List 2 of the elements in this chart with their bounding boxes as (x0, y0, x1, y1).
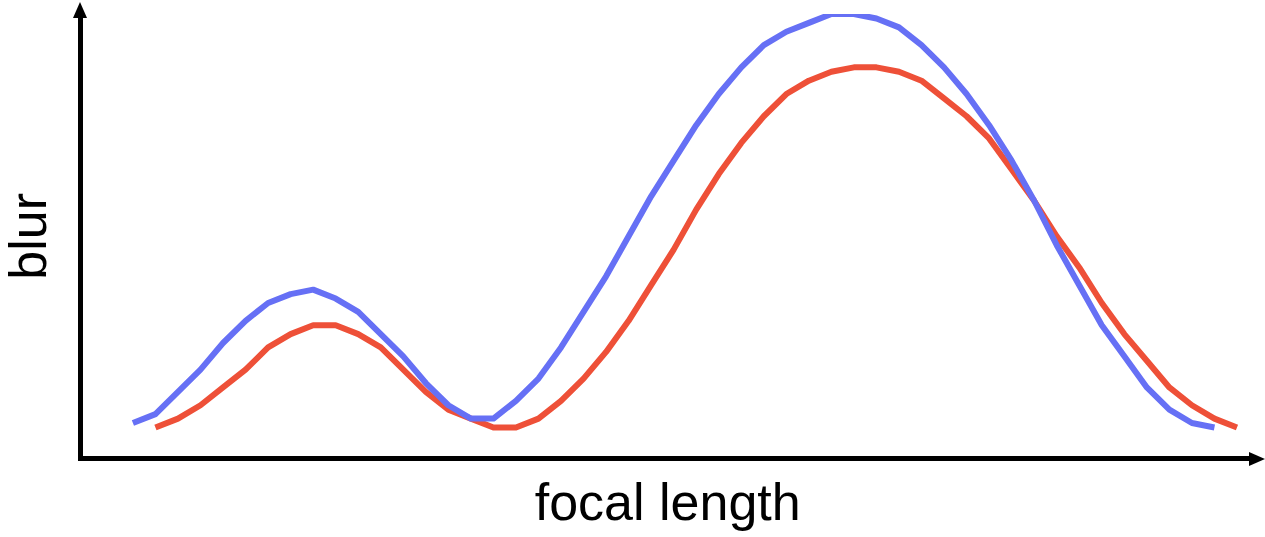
y-axis-title: blur (0, 192, 57, 280)
x-axis-title: focal length (534, 473, 801, 532)
